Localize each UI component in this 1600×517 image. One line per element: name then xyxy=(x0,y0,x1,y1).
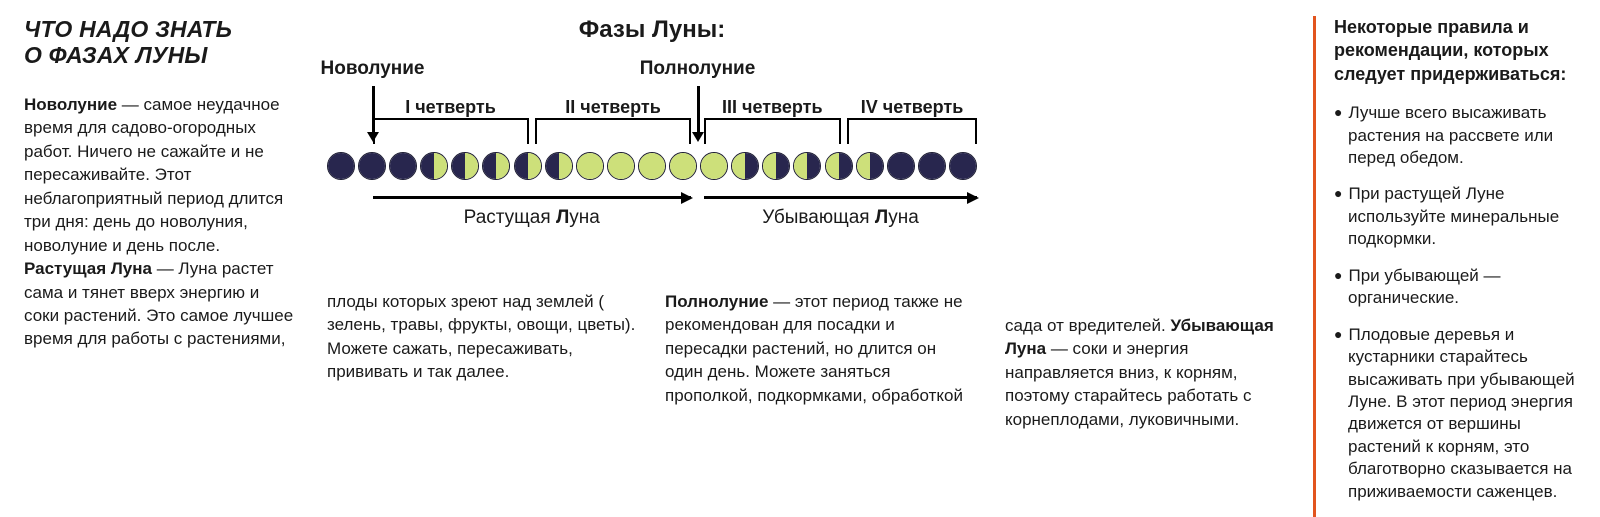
flow-col-2: Полнолуние — этот период также не рекоме… xyxy=(665,290,977,407)
moon-phase-icon xyxy=(607,152,635,180)
moon-phase-icon xyxy=(358,152,386,180)
moon-phase-icon xyxy=(389,152,417,180)
moon-phase-icon xyxy=(669,152,697,180)
label-full-moon: Полнолуние xyxy=(640,58,756,80)
label-new-moon: Новолуние xyxy=(321,58,425,80)
arrow-waning: Убывающая Луна xyxy=(704,196,977,199)
label-waxing: Растущая Луна xyxy=(464,207,600,229)
waxing-prefix: Растущая xyxy=(464,207,556,228)
page-title: ЧТО НАДО ЗНАТЬ О ФАЗАХ ЛУНЫ xyxy=(24,16,299,69)
moons-row xyxy=(327,152,977,180)
moon-phase-icon xyxy=(451,152,479,180)
waxing-emph: Л xyxy=(556,207,569,228)
rule-item: Лучше всего высаживать растения на рассв… xyxy=(1334,102,1576,169)
moon-phase-icon xyxy=(700,152,728,180)
label-q1: I четверть xyxy=(403,97,498,118)
flow-col-1: плоды которых зреют над землей ( зелень,… xyxy=(327,290,639,407)
full-moon-term: Полнолуние xyxy=(665,292,768,311)
moon-phase-diagram: Новолуние Полнолуние I четверть II четве… xyxy=(327,58,977,258)
col-rules: Некоторые правила и рекомендации, которы… xyxy=(1313,16,1576,517)
rule-item: Плодовые деревья и кустарники старайтесь… xyxy=(1334,324,1576,504)
moon-phase-icon xyxy=(918,152,946,180)
bracket-q4: IV четверть xyxy=(847,118,977,144)
bracket-q1: I четверть xyxy=(373,118,529,144)
title-line-2: О ФАЗАХ ЛУНЫ xyxy=(24,42,208,68)
moon-phase-icon xyxy=(514,152,542,180)
arrow-waxing: Растущая Луна xyxy=(373,196,692,199)
bracket-q3: III четверть xyxy=(704,118,841,144)
moon-phase-icon xyxy=(420,152,448,180)
moon-phase-icon xyxy=(327,152,355,180)
waning-suffix: уна xyxy=(888,207,919,228)
flow-col-3: сада от вредителей. Убывающая Луна — сок… xyxy=(1005,314,1285,431)
moon-phase-icon xyxy=(887,152,915,180)
waxing-term: Растущая Луна xyxy=(24,259,152,278)
moon-phase-icon xyxy=(731,152,759,180)
waning-emph: Л xyxy=(875,207,888,228)
page: ЧТО НАДО ЗНАТЬ О ФАЗАХ ЛУНЫ Новолуние — … xyxy=(0,0,1600,502)
label-q3: III четверть xyxy=(720,97,825,118)
col-flow-3: сада от вредителей. Убывающая Луна — сок… xyxy=(1005,16,1285,517)
rule-item: При растущей Луне используйте минеральны… xyxy=(1334,183,1576,250)
rules-list: Лучше всего высаживать растения на рассв… xyxy=(1334,102,1576,503)
moon-phase-icon xyxy=(825,152,853,180)
waning-prefix: Убывающая xyxy=(762,207,875,228)
moon-phase-icon xyxy=(638,152,666,180)
new-moon-text: — самое неудачное время для садово-огоро… xyxy=(24,95,283,255)
moon-phase-icon xyxy=(545,152,573,180)
moon-phase-icon xyxy=(949,152,977,180)
flow-subcols: плоды которых зреют над землей ( зелень,… xyxy=(327,290,977,407)
moon-phase-icon xyxy=(482,152,510,180)
label-waning: Убывающая Луна xyxy=(762,207,919,229)
moon-phase-icon xyxy=(856,152,884,180)
rules-title: Некоторые правила и рекомендации, которы… xyxy=(1334,16,1576,86)
rule-item: При убывающей — органические. xyxy=(1334,265,1576,310)
left-para: Новолуние — самое неудачное время для са… xyxy=(24,93,299,351)
title-line-1: ЧТО НАДО ЗНАТЬ xyxy=(24,16,232,42)
moon-phase-icon xyxy=(762,152,790,180)
col-left: ЧТО НАДО ЗНАТЬ О ФАЗАХ ЛУНЫ Новолуние — … xyxy=(24,16,299,517)
moon-phase-icon xyxy=(576,152,604,180)
flow3-pre: сада от вредителей. xyxy=(1005,316,1170,335)
waxing-suffix: уна xyxy=(569,207,600,228)
col-diagram: Фазы Луны: Новолуние Полнолуние I четвер… xyxy=(327,16,977,517)
bracket-q2: II четверть xyxy=(535,118,691,144)
new-moon-term: Новолуние xyxy=(24,95,117,114)
label-q4: IV четверть xyxy=(859,97,966,118)
label-q2: II четверть xyxy=(563,97,663,118)
moon-phase-icon xyxy=(793,152,821,180)
diagram-title: Фазы Луны: xyxy=(327,16,977,44)
